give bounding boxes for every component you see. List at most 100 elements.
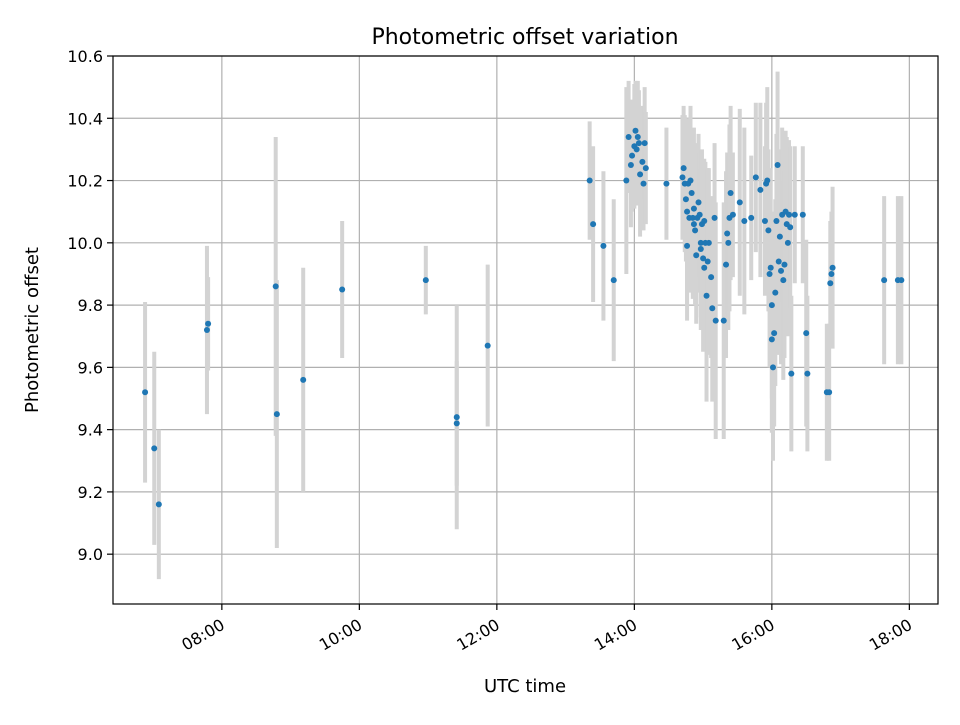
data-point [773, 218, 780, 225]
data-point [205, 320, 212, 327]
data-point [770, 364, 776, 371]
data-point [586, 177, 593, 184]
data-point [729, 211, 736, 218]
y-tick-label: 10.6 [67, 47, 103, 66]
data-point [422, 277, 429, 284]
data-point [689, 214, 696, 221]
data-point [723, 261, 730, 268]
data-point [761, 218, 768, 225]
data-point [775, 258, 782, 265]
plot-frame [112, 55, 939, 605]
x-tick-label: 16:00 [728, 615, 777, 655]
x-tick-label: 08:00 [178, 615, 227, 655]
data-point [803, 330, 810, 337]
x-tick-label: 18:00 [866, 615, 915, 655]
data-point [774, 161, 781, 168]
data-point [788, 370, 795, 377]
data-point [684, 208, 691, 215]
y-axis-ticks: 9.0 9.2 9.4 9.6 9.8 10.0 10.2 10.4 10.6 [67, 47, 113, 564]
data-point [155, 501, 162, 508]
data-point [748, 214, 755, 221]
data-point [703, 292, 710, 299]
data-point [764, 177, 771, 184]
data-point [757, 186, 764, 193]
data-point [765, 227, 772, 234]
data-point [712, 317, 719, 324]
x-axis-ticks: 08:00 10:00 12:00 14:00 16:00 18:00 [178, 604, 915, 655]
data-point [688, 190, 695, 196]
data-point [634, 133, 641, 140]
data-point [142, 389, 149, 396]
data-point [704, 258, 711, 265]
y-tick-label: 9.2 [78, 483, 103, 502]
data-point [692, 227, 699, 234]
data-point [629, 152, 636, 159]
data-point [272, 283, 279, 290]
data-point [881, 277, 888, 284]
data-point [784, 239, 791, 246]
data-point [771, 330, 778, 337]
data-point [786, 211, 793, 218]
y-tick-label: 9.8 [78, 296, 103, 315]
data-point [781, 261, 788, 268]
data-point [791, 211, 798, 218]
y-axis-label: Photometric offset [22, 247, 43, 413]
data-point [679, 174, 686, 181]
data-point [768, 336, 775, 343]
data-point [736, 199, 743, 206]
data-point [768, 302, 775, 309]
data-point [727, 190, 734, 196]
x-tick-label: 14:00 [591, 615, 640, 655]
data-point [697, 239, 704, 246]
data-point [724, 230, 731, 237]
data-point [701, 264, 708, 271]
data-point [799, 211, 806, 218]
data-point [778, 267, 785, 274]
data-points [142, 127, 905, 508]
data-point [682, 196, 689, 203]
data-point [642, 165, 649, 172]
y-tick-label: 10.4 [67, 109, 103, 128]
x-tick-label: 10:00 [316, 615, 365, 655]
data-point [705, 239, 712, 246]
data-point [453, 414, 460, 421]
data-point [708, 274, 715, 281]
data-point [693, 252, 700, 259]
data-point [300, 376, 307, 383]
data-point [590, 221, 597, 228]
data-point [767, 264, 774, 271]
data-point [610, 277, 617, 284]
data-point [633, 146, 640, 153]
y-tick-label: 9.4 [78, 421, 103, 440]
data-point [151, 445, 158, 452]
data-point [787, 224, 794, 231]
data-point [687, 177, 694, 184]
x-tick-label: 12:00 [453, 615, 502, 655]
data-point [741, 218, 748, 225]
data-point [720, 317, 727, 324]
data-point [453, 420, 460, 427]
data-point [701, 218, 708, 225]
data-point [484, 342, 491, 349]
data-point [684, 242, 691, 249]
data-point [709, 305, 716, 312]
data-point [623, 177, 630, 184]
data-point [766, 270, 773, 277]
data-point [625, 133, 632, 140]
data-point [627, 161, 634, 168]
data-point [828, 270, 835, 277]
data-point [826, 389, 833, 396]
data-point [640, 180, 647, 187]
data-point [690, 221, 697, 228]
data-point [700, 255, 707, 262]
grid-lines [113, 55, 938, 604]
data-point [339, 286, 346, 293]
data-point [898, 277, 905, 284]
data-point [697, 246, 704, 253]
data-point [752, 174, 759, 181]
data-point [635, 140, 642, 147]
data-point [637, 171, 644, 178]
data-point [711, 214, 718, 221]
data-point [203, 327, 210, 333]
